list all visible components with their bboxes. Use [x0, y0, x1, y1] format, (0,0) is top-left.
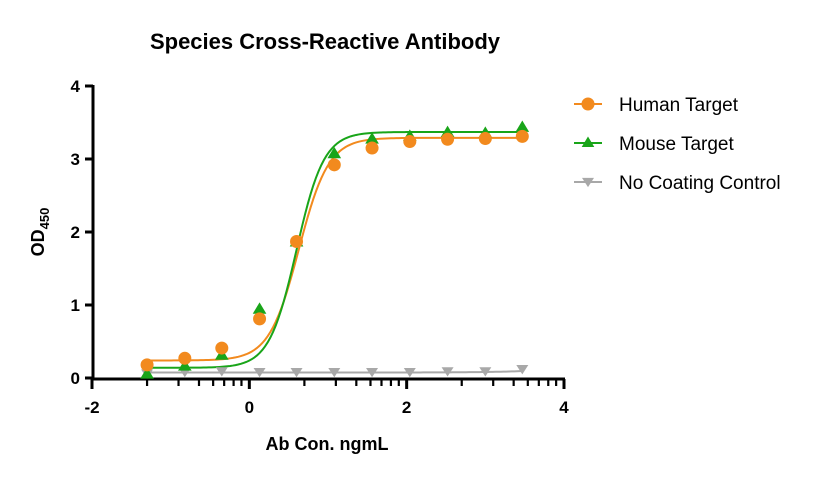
data-point [328, 367, 341, 378]
x-tick-label: 0 [245, 398, 254, 417]
y-axis-label: OD450 [28, 208, 52, 257]
legend-item: No Coating Control [574, 173, 781, 194]
y-tick-label: 0 [71, 369, 80, 388]
data-point [365, 132, 379, 144]
legend-label: Human Target [619, 95, 739, 116]
y-axis-label-main: OD [28, 229, 48, 256]
y-tick-label: 2 [71, 223, 80, 242]
legend-marker [582, 177, 594, 188]
data-point [441, 132, 455, 146]
y-axis-label-sub: 450 [37, 208, 52, 230]
data-point [479, 367, 492, 377]
data-point [253, 312, 267, 326]
data-point [516, 365, 529, 375]
data-point [178, 359, 192, 371]
x-tick-label: -2 [84, 398, 99, 417]
data-point [140, 367, 154, 379]
y-tick-label: 4 [71, 77, 81, 96]
data-point [515, 129, 529, 143]
svg-text:OD450: OD450 [28, 208, 52, 257]
data-point [253, 367, 266, 378]
chart-title: Species Cross-Reactive Antibody [150, 29, 501, 54]
x-tick-label: 2 [402, 398, 411, 417]
legend: Human Target Mouse Target No Coating Contr… [574, 95, 781, 194]
data-points [140, 120, 530, 379]
legend-marker [581, 136, 595, 147]
data-point [403, 134, 417, 148]
legend-label: No Coating Control [619, 173, 781, 194]
data-point [215, 341, 229, 355]
x-axis-label: Ab Con. ngmL [266, 434, 389, 454]
legend-label: Mouse Target [619, 134, 734, 155]
data-point [366, 367, 379, 378]
fit-curve [147, 130, 523, 369]
data-point [441, 367, 454, 377]
data-point [327, 158, 341, 172]
data-point [290, 234, 304, 248]
legend-item: Mouse Target [574, 134, 734, 155]
data-point [478, 132, 492, 146]
data-point [252, 302, 267, 314]
legend-item: Human Target [574, 95, 739, 116]
data-point [403, 367, 416, 378]
data-point [140, 358, 154, 372]
data-point [365, 141, 379, 155]
y-tick-label: 3 [71, 150, 80, 169]
data-point [327, 146, 342, 159]
data-point [515, 120, 530, 132]
x-tick-label: 4 [559, 398, 569, 417]
data-point [290, 367, 303, 378]
legend-marker [581, 97, 595, 111]
data-point [178, 351, 192, 365]
data-point [215, 367, 228, 377]
y-tick-label: 1 [71, 296, 80, 315]
